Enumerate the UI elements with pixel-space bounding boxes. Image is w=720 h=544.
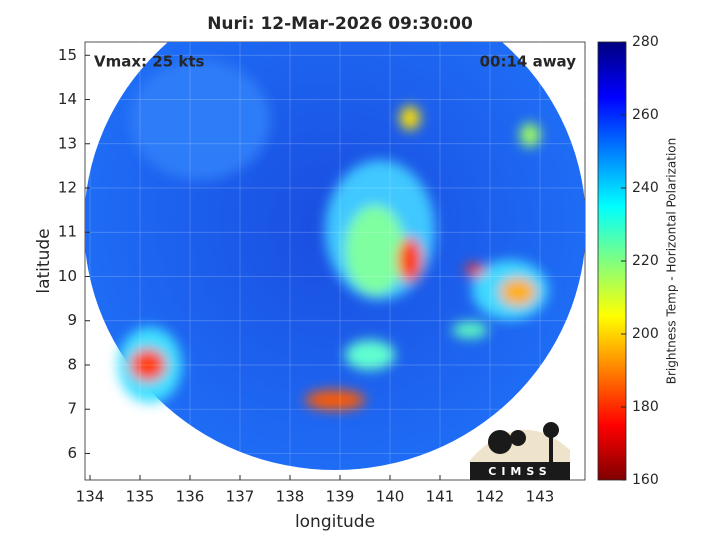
colorbar-tick-label: 240: [632, 180, 659, 196]
colorbar-tick-label: 200: [632, 326, 659, 342]
x-tick-label: 141: [426, 488, 455, 506]
y-tick-label: 15: [58, 46, 77, 64]
colorbar-tick-label: 180: [632, 399, 659, 415]
y-tick-label: 9: [67, 311, 77, 329]
satellite-image: [85, 42, 585, 470]
logo-text: CIMSS: [488, 465, 551, 478]
y-axis-label: latitude: [34, 228, 54, 293]
y-tick-label: 11: [58, 223, 77, 241]
x-tick-label: 143: [526, 488, 555, 506]
colorbar-tick-label: 160: [632, 472, 659, 488]
cimss-logo: CIMSS: [470, 422, 570, 480]
chart-title: Nuri: 12-Mar-2026 09:30:00: [207, 14, 473, 34]
y-tick-label: 8: [67, 355, 77, 373]
colorbar-label: Brightness Temp - Horizontal Polarizatio…: [665, 138, 679, 385]
x-tick-label: 136: [176, 488, 205, 506]
colorbar-tick-label: 220: [632, 253, 659, 269]
annotation: Vmax: 25 kts: [94, 53, 204, 71]
x-axis-label: longitude: [295, 512, 375, 532]
grid: [85, 42, 585, 480]
x-tick-label: 137: [226, 488, 255, 506]
x-tick-label: 138: [276, 488, 305, 506]
x-tick-label: 134: [76, 488, 105, 506]
x-tick-label: 140: [376, 488, 405, 506]
colorbar-tick-label: 280: [632, 34, 659, 50]
y-tick-label: 12: [58, 179, 77, 197]
x-tick-label: 142: [476, 488, 505, 506]
x-tick-label: 135: [126, 488, 155, 506]
y-tick-label: 7: [67, 400, 77, 418]
y-tick-label: 6: [67, 444, 77, 462]
y-tick-label: 13: [58, 134, 77, 152]
annotation: 00:14 away: [480, 53, 577, 71]
x-tick-label: 139: [326, 488, 355, 506]
colorbar-tick-label: 260: [632, 107, 659, 123]
y-tick-label: 14: [58, 90, 77, 108]
y-tick-label: 10: [58, 267, 77, 285]
